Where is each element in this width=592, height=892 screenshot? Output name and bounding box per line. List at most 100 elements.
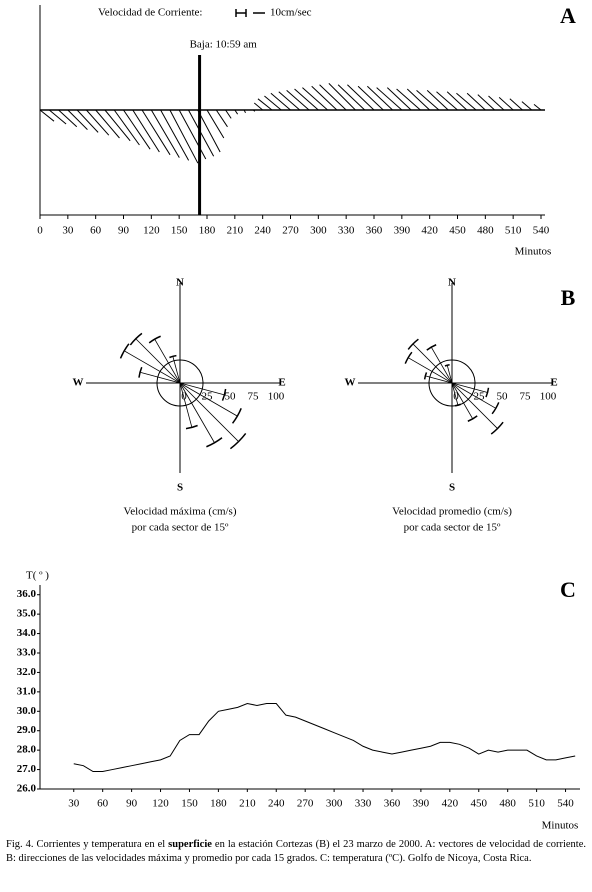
velocity-vector — [257, 98, 273, 111]
east-label: E — [550, 377, 557, 389]
figure-caption: Fig. 4. Corrientes y temperatura en el s… — [6, 838, 586, 866]
caption-text: en la estación Cortezas (B) el 23 marzo … — [6, 839, 586, 864]
sector-arc — [229, 432, 247, 450]
west-label: W — [73, 377, 84, 389]
sector-arc — [491, 402, 500, 415]
sector-arc — [185, 424, 198, 430]
x-tick-label: 540 — [557, 798, 574, 810]
panel-letter: B — [561, 285, 576, 310]
velocity-vector — [270, 92, 291, 111]
sector-ray — [451, 382, 488, 393]
velocity-vector — [466, 92, 486, 111]
north-label: N — [176, 277, 184, 289]
r-tick-label: 100 — [540, 391, 557, 403]
velocity-vector — [197, 109, 221, 153]
x-tick-label: 180 — [210, 798, 227, 810]
sector-ray — [139, 371, 181, 384]
sector-ray — [412, 343, 453, 384]
y-tick-label: 33.0 — [17, 647, 37, 659]
sector-arc — [119, 343, 130, 359]
rose-caption: por cada sector de 15º — [132, 522, 229, 534]
sector-ray — [124, 350, 181, 384]
velocity-vector — [58, 109, 78, 128]
r-tick-label: 0 — [453, 391, 459, 403]
sector-ray — [172, 356, 181, 384]
velocity-vector — [243, 109, 246, 114]
x-tick-label: 480 — [477, 225, 494, 237]
sector-arc — [169, 354, 177, 359]
east-label: E — [278, 377, 285, 389]
x-tick-label: 0 — [37, 225, 43, 237]
sector-arc — [423, 372, 428, 380]
velocity-vector — [367, 85, 393, 111]
temperature-line — [73, 702, 576, 773]
x-tick-label: 450 — [449, 225, 466, 237]
y-tick-label: 27.0 — [17, 763, 37, 775]
sector-arc — [231, 408, 242, 424]
sector-arc — [407, 338, 419, 350]
y-tick-label: 28.0 — [17, 744, 37, 756]
velocity-vector — [488, 95, 505, 111]
r-tick-label: 75 — [248, 391, 260, 403]
velocity-vector — [132, 109, 160, 153]
velocity-vector — [477, 94, 495, 111]
velocity-vector — [319, 84, 347, 111]
x-tick-label: 90 — [118, 225, 130, 237]
velocity-vector — [347, 84, 375, 111]
x-tick-label: 30 — [62, 225, 74, 237]
legend-label: Velocidad de Corriente: — [98, 7, 202, 19]
velocity-vector — [456, 92, 477, 111]
r-tick-label: 50 — [225, 391, 237, 403]
velocity-vector — [113, 109, 140, 146]
sector-ray — [451, 382, 497, 409]
velocity-vector — [311, 85, 338, 111]
y-tick-label: 31.0 — [17, 685, 37, 697]
y-tick-label: 29.0 — [17, 724, 37, 736]
velocity-vector — [123, 109, 151, 150]
x-tick-label: 150 — [181, 798, 198, 810]
sector-arc — [221, 388, 227, 401]
x-tick-label: 150 — [171, 225, 188, 237]
velocity-vector — [386, 87, 412, 111]
velocity-vector — [95, 109, 120, 139]
x-tick-label: 420 — [421, 225, 438, 237]
x-tick-label: 420 — [442, 798, 459, 810]
velocity-vector — [509, 98, 523, 111]
caption-text: Fig. 4. Corrientes y temperatura en el — [6, 839, 169, 850]
velocity-vector — [215, 109, 228, 128]
r-tick-label: 25 — [202, 391, 214, 403]
velocity-vector — [406, 88, 431, 111]
y-tick-label: 32.0 — [17, 666, 37, 678]
velocity-vector — [426, 90, 449, 111]
x-tick-label: 30 — [68, 798, 80, 810]
sector-arc — [444, 364, 450, 367]
x-tick-label: 270 — [282, 225, 299, 237]
y-axis-label: T( º ) — [26, 570, 49, 582]
sector-arc — [206, 437, 223, 448]
sector-ray — [446, 365, 453, 384]
sector-arc — [490, 421, 504, 435]
y-tick-label: 36.0 — [17, 588, 37, 600]
velocity-vector — [337, 84, 366, 111]
velocity-vector — [264, 95, 282, 111]
velocity-vector — [286, 90, 310, 111]
x-tick-label: 510 — [505, 225, 522, 237]
velocity-vector — [302, 87, 328, 111]
sector-ray — [135, 338, 181, 384]
x-tick-label: 90 — [126, 798, 138, 810]
sector-ray — [451, 382, 459, 406]
velocity-vector — [169, 109, 199, 164]
velocity-vector — [234, 109, 239, 115]
x-tick-label: 360 — [384, 798, 401, 810]
legend-glyph — [235, 9, 265, 17]
r-tick-label: 0 — [181, 391, 187, 403]
south-label: S — [177, 482, 183, 494]
x-tick-label: 60 — [90, 225, 102, 237]
ring — [428, 359, 476, 407]
velocity-vector — [206, 109, 225, 139]
sector-arc — [138, 366, 143, 378]
velocity-vector — [76, 109, 99, 133]
x-tick-label: 210 — [227, 225, 244, 237]
velocity-vector — [396, 88, 421, 111]
velocity-vector — [294, 88, 319, 111]
